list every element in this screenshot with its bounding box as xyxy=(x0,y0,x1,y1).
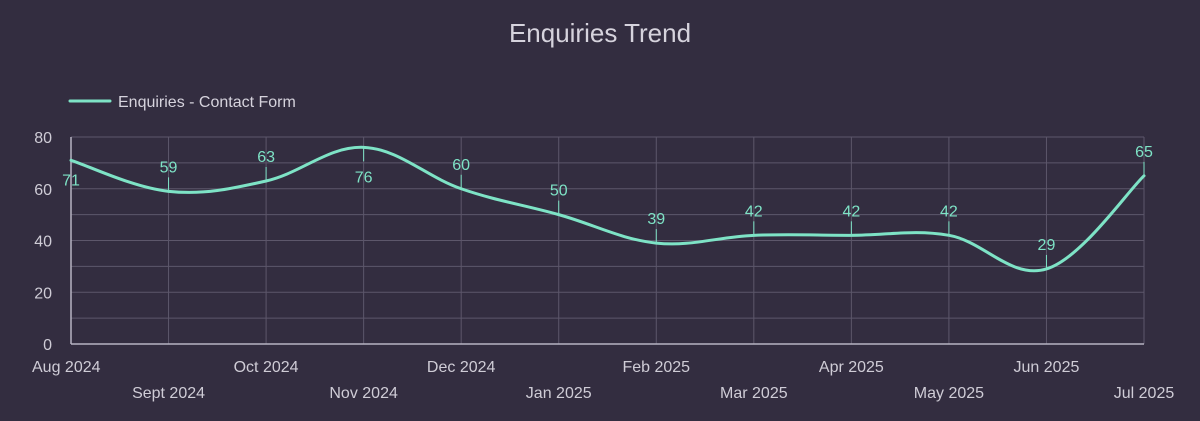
y-tick-label: 40 xyxy=(34,234,52,251)
y-axis-ticks: 0 20 40 60 80 xyxy=(34,130,52,354)
x-tick-label: Aug 2024 xyxy=(32,359,101,376)
x-tick-label: May 2025 xyxy=(914,385,984,402)
x-tick-label: Jul 2025 xyxy=(1114,385,1175,402)
axes xyxy=(70,137,1144,345)
data-label: 65 xyxy=(1135,144,1153,161)
data-label: 42 xyxy=(842,203,860,220)
data-label: 29 xyxy=(1038,237,1056,254)
x-tick-label: Jun 2025 xyxy=(1014,359,1080,376)
data-label: 42 xyxy=(745,203,763,220)
x-tick-label: Nov 2024 xyxy=(329,385,398,402)
y-tick-label: 20 xyxy=(34,285,52,302)
x-axis-ticks: Aug 2024 Sept 2024 Oct 2024 Nov 2024 Dec 202… xyxy=(32,359,1174,402)
legend-label: Enquiries - Contact Form xyxy=(118,94,296,111)
x-tick-label: Apr 2025 xyxy=(819,359,884,376)
x-tick-label: Oct 2024 xyxy=(234,359,299,376)
x-tick-label: Mar 2025 xyxy=(720,385,788,402)
series-line xyxy=(69,145,1146,273)
data-label: 59 xyxy=(160,159,178,176)
y-tick-label: 60 xyxy=(34,182,52,199)
x-tick-label: Sept 2024 xyxy=(132,385,205,402)
data-label: 76 xyxy=(355,169,373,186)
data-label: 71 xyxy=(62,172,80,189)
data-label: 39 xyxy=(647,211,665,228)
grid xyxy=(71,136,1145,344)
data-label: 60 xyxy=(452,157,470,174)
legend: Enquiries - Contact Form xyxy=(68,94,296,111)
y-tick-label: 80 xyxy=(34,130,52,147)
chart-title: Enquiries Trend xyxy=(509,18,691,48)
data-labels: 71 59 63 76 60 50 39 42 42 42 29 65 xyxy=(62,144,1153,269)
series-enquiries xyxy=(69,145,1146,273)
data-label: 50 xyxy=(550,183,568,200)
y-tick-label: 0 xyxy=(43,337,52,354)
x-tick-label: Feb 2025 xyxy=(622,359,690,376)
x-tick-label: Dec 2024 xyxy=(427,359,496,376)
data-label: 63 xyxy=(257,149,275,166)
data-label: 42 xyxy=(940,203,958,220)
x-tick-label: Jan 2025 xyxy=(526,385,592,402)
